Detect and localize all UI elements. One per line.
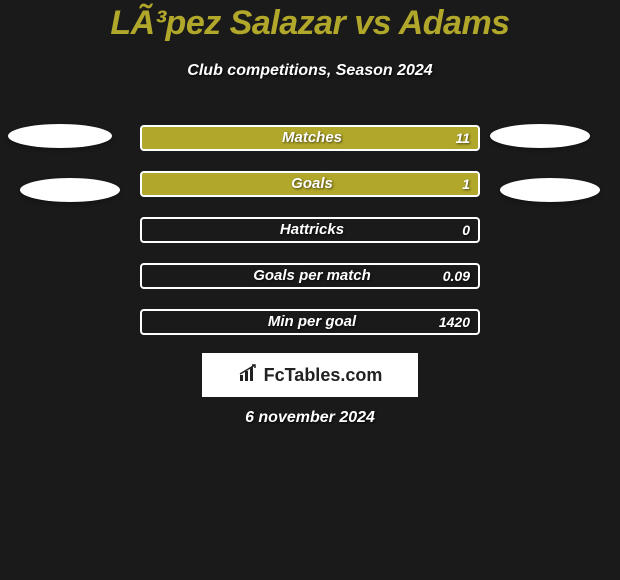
stat-row: Hattricks0 xyxy=(140,217,480,243)
stat-value: 0 xyxy=(462,219,470,241)
brand-box[interactable]: FcTables.com xyxy=(202,353,418,397)
date-label: 6 november 2024 xyxy=(0,409,620,427)
stat-value: 1420 xyxy=(439,311,470,333)
stat-label: Goals xyxy=(142,173,482,195)
stat-row: Goals1 xyxy=(140,171,480,197)
brand-name: FcTables.com xyxy=(264,365,383,386)
stat-label: Hattricks xyxy=(142,219,482,241)
stat-label: Matches xyxy=(142,127,482,149)
stat-value: 0.09 xyxy=(443,265,470,287)
brand-label: FcTables.com xyxy=(238,363,383,388)
player-photo-right-1 xyxy=(490,124,590,148)
player-photo-left-1 xyxy=(8,124,112,148)
stat-value: 11 xyxy=(455,127,470,149)
stat-row: Goals per match0.09 xyxy=(140,263,480,289)
page-title: LÃ³pez Salazar vs Adams xyxy=(0,4,620,43)
subtitle: Club competitions, Season 2024 xyxy=(0,62,620,80)
stat-row: Matches11 xyxy=(140,125,480,151)
player-photo-right-2 xyxy=(500,178,600,202)
stat-row: Min per goal1420 xyxy=(140,309,480,335)
stat-label: Min per goal xyxy=(142,311,482,333)
comparison-card: LÃ³pez Salazar vs Adams Club competition… xyxy=(0,0,620,580)
stat-value: 1 xyxy=(462,173,470,195)
chart-icon xyxy=(238,363,258,388)
player-photo-left-2 xyxy=(20,178,120,202)
stat-label: Goals per match xyxy=(142,265,482,287)
